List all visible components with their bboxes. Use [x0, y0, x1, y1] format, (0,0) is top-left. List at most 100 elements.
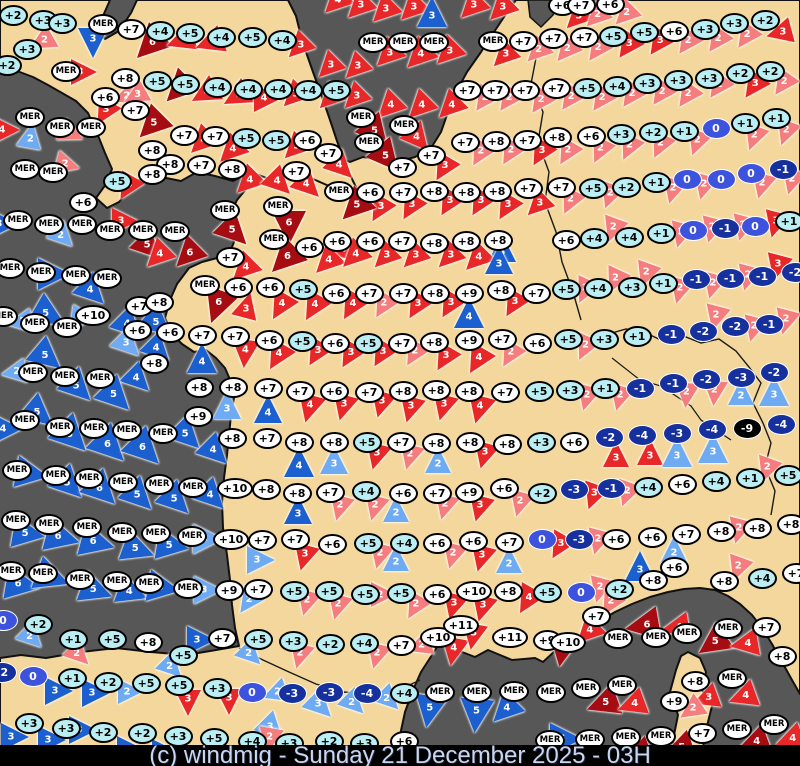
sea-label: MER — [173, 577, 203, 599]
temperature-marker: +6 — [317, 533, 347, 555]
temperature-marker: +6 — [576, 125, 606, 147]
sea-label: MER — [107, 521, 137, 543]
wind-marker: 3 — [457, 0, 485, 22]
temperature-marker: +5 — [773, 464, 800, 486]
temperature-marker: +6 — [68, 191, 98, 213]
temperature-marker: +7 — [512, 129, 542, 151]
temperature-marker: +9 — [454, 282, 484, 304]
temperature-marker: +5 — [168, 644, 198, 666]
temperature-marker: +4 — [145, 20, 175, 42]
temperature-marker: +5 — [524, 380, 554, 402]
wind-marker: 3 — [417, 0, 447, 27]
temperature-marker: +4 — [349, 632, 379, 654]
temperature-marker: +4 — [602, 75, 632, 97]
temperature-marker: -1 — [710, 217, 740, 239]
temperature-marker: +3 — [632, 72, 662, 94]
temperature-marker: -4 — [627, 424, 657, 446]
sea-label: MER — [388, 31, 418, 53]
temperature-marker: +1 — [730, 112, 760, 134]
wind-marker: 4 — [143, 243, 171, 271]
sea-label: MER — [26, 261, 56, 283]
temperature-marker: +7 — [124, 295, 154, 317]
temperature-marker: +8 — [455, 431, 485, 453]
temperature-marker: +6 — [122, 319, 152, 341]
temperature-marker: +7 — [422, 482, 452, 504]
temperature-marker: -1 — [656, 323, 686, 345]
temperature-marker: +2 — [611, 176, 641, 198]
sea-label: MER — [141, 522, 171, 544]
sea-label: MER — [74, 467, 104, 489]
sea-label: MER — [1, 509, 31, 531]
temperature-marker: +10 — [456, 580, 492, 602]
sea-label: MER — [38, 161, 68, 183]
temperature-marker: +11 — [443, 614, 479, 636]
border-northeast — [526, 35, 582, 321]
temperature-marker: +7 — [386, 634, 416, 656]
temperature-marker: +9 — [183, 405, 213, 427]
wind-marker: 6 — [172, 241, 202, 271]
temperature-marker: +8 — [706, 520, 736, 542]
sea-label: MER — [672, 622, 702, 644]
temperature-marker: +8 — [451, 230, 481, 252]
wind-marker: 4 — [187, 343, 217, 373]
sea-label: MER — [3, 209, 33, 231]
temperature-marker: +8 — [451, 181, 481, 203]
temperature-marker: -2 — [759, 361, 789, 383]
temperature-marker: +7 — [313, 142, 343, 164]
temperature-marker: +5 — [321, 79, 351, 101]
temperature-marker: +6 — [223, 276, 253, 298]
temperature-marker: +5 — [131, 672, 161, 694]
temperature-marker: +3 — [663, 69, 693, 91]
temperature-marker: +5 — [314, 580, 344, 602]
temperature-marker: +3 — [526, 431, 556, 453]
sea-label: MER — [10, 158, 40, 180]
temperature-marker: +8 — [680, 670, 710, 692]
sea-label: MER — [160, 220, 190, 242]
temperature-marker: +10 — [217, 477, 253, 499]
temperature-marker: +8 — [137, 163, 167, 185]
temperature-marker: +8 — [709, 570, 739, 592]
temperature-marker: +7 — [546, 176, 576, 198]
temperature-marker: +7 — [494, 531, 524, 553]
temperature-marker: +7 — [751, 616, 781, 638]
temperature-marker: +3 — [163, 725, 193, 747]
temperature-marker: +1 — [590, 377, 620, 399]
temperature-marker: +3 — [555, 379, 585, 401]
wind-marker: 5 — [219, 217, 251, 249]
temperature-marker: +3 — [694, 67, 724, 89]
temperature-marker: +6 — [255, 276, 285, 298]
temperature-marker: +4 — [614, 226, 644, 248]
temperature-marker: -1 — [715, 267, 745, 289]
sea-label: MER — [65, 568, 95, 590]
temperature-marker: +8 — [419, 232, 449, 254]
temperature-marker: 0 — [18, 665, 48, 687]
sea-label: MER — [95, 219, 125, 241]
temperature-marker: +7 — [354, 282, 384, 304]
wind-marker: 3 — [342, 56, 368, 82]
temperature-marker: +1 — [57, 667, 87, 689]
temperature-marker: +6 — [667, 473, 697, 495]
sea-label: MER — [134, 572, 164, 594]
temperature-marker: +7 — [116, 18, 146, 40]
sea-label: MER — [72, 516, 102, 538]
temperature-marker: +6 — [355, 181, 385, 203]
wind-marker: 3 — [315, 55, 341, 81]
temperature-marker: +3 — [617, 276, 647, 298]
temperature-marker: +8 — [493, 580, 523, 602]
temperature-marker: +3 — [12, 38, 42, 60]
temperature-marker: +5 — [164, 674, 194, 696]
temperature-marker: -2 — [720, 315, 750, 337]
temperature-marker: +9 — [454, 481, 484, 503]
temperature-marker: +2 — [0, 4, 28, 26]
temperature-marker: +2 — [93, 671, 123, 693]
temperature-marker: +8 — [144, 291, 174, 313]
temperature-marker: +5 — [578, 177, 608, 199]
temperature-marker: -3 — [726, 366, 756, 388]
temperature-marker: +7 — [687, 722, 717, 744]
temperature-marker: +6 — [522, 332, 552, 354]
temperature-marker: +6 — [595, 0, 625, 15]
temperature-marker: +9 — [214, 579, 244, 601]
sea-label: MER — [263, 195, 293, 217]
temperature-marker: +7 — [169, 124, 199, 146]
temperature-marker: +5 — [551, 278, 581, 300]
